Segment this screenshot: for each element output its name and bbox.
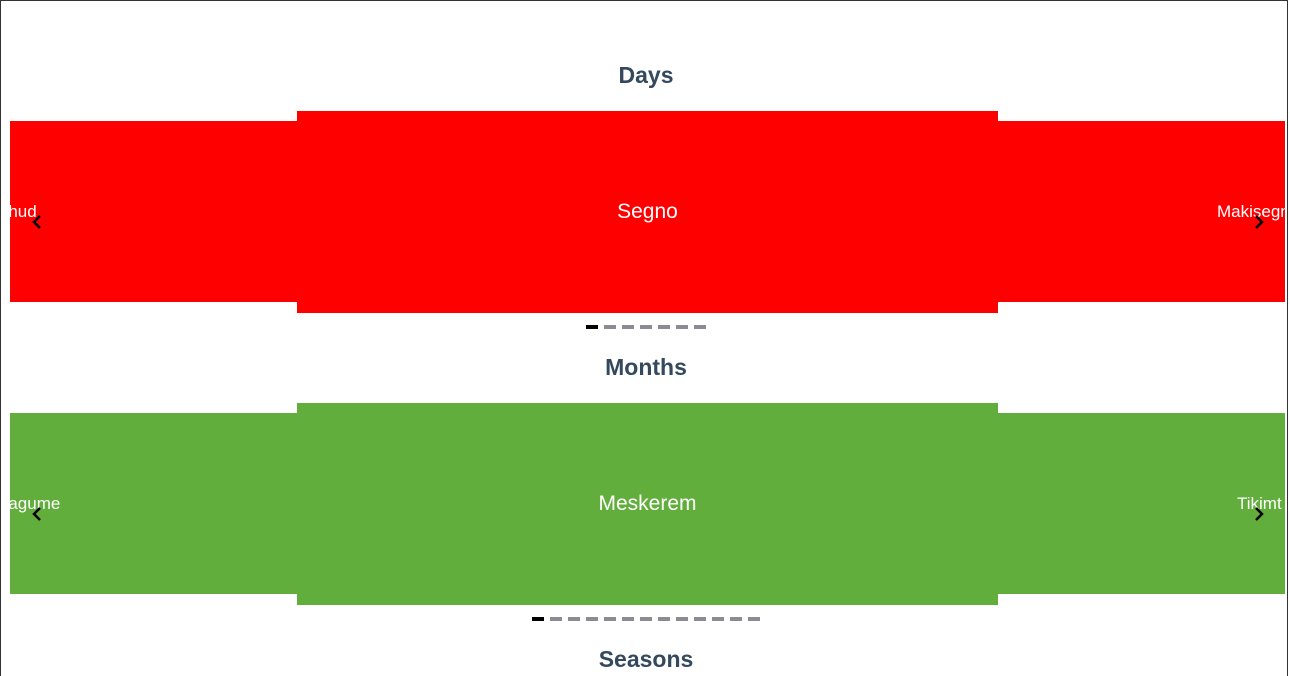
days-prev-button[interactable] <box>27 202 47 242</box>
months-pagination-dot[interactable] <box>676 617 688 621</box>
months-carousel: Pagume Tikimt Meskerem <box>10 403 1285 605</box>
months-pagination-dot[interactable] <box>712 617 724 621</box>
months-pagination-dot[interactable] <box>658 617 670 621</box>
days-next-button[interactable] <box>1249 202 1269 242</box>
months-title: Months <box>605 354 687 380</box>
days-current-slide-label: Segno <box>617 200 678 223</box>
days-pagination-dot[interactable] <box>604 325 616 329</box>
months-pagination-dot[interactable] <box>604 617 616 621</box>
months-prev-slide[interactable]: Pagume <box>10 413 300 594</box>
days-current-slide[interactable]: Segno <box>297 111 998 313</box>
days-pagination <box>1 325 1287 331</box>
days-pagination-dot[interactable] <box>586 325 598 329</box>
months-pagination-dot[interactable] <box>640 617 652 621</box>
months-pagination-dot[interactable] <box>586 617 598 621</box>
months-pagination <box>1 617 1287 623</box>
months-current-slide-label: Meskerem <box>598 492 697 515</box>
days-prev-slide[interactable]: Ehud <box>10 121 300 302</box>
days-next-slide-label: Makisegno <box>1217 202 1285 221</box>
days-next-slide[interactable]: Makisegno <box>995 121 1285 302</box>
months-pagination-dot[interactable] <box>532 617 544 621</box>
days-pagination-dot[interactable] <box>658 325 670 329</box>
chevron-right-icon <box>1255 215 1264 229</box>
months-pagination-dot[interactable] <box>694 617 706 621</box>
months-pagination-dot[interactable] <box>550 617 562 621</box>
seasons-title: Seasons <box>598 646 694 672</box>
days-title: Days <box>618 62 674 88</box>
days-prev-slide-label: Ehud <box>10 202 37 221</box>
days-pagination-dot[interactable] <box>676 325 688 329</box>
days-carousel: Ehud Makisegno Segno <box>10 111 1285 313</box>
days-pagination-dot[interactable] <box>622 325 634 329</box>
chevron-right-icon <box>1255 507 1264 521</box>
months-next-slide-label: Tikimt <box>1237 494 1282 513</box>
months-current-slide[interactable]: Meskerem <box>297 403 998 605</box>
chevron-left-icon <box>32 215 41 229</box>
months-pagination-dot[interactable] <box>568 617 580 621</box>
months-prev-slide-label: Pagume <box>10 494 61 513</box>
months-pagination-dot[interactable] <box>748 617 760 621</box>
months-next-button[interactable] <box>1249 494 1269 534</box>
months-pagination-dot[interactable] <box>622 617 634 621</box>
months-pagination-dot[interactable] <box>730 617 742 621</box>
chevron-left-icon <box>32 507 41 521</box>
days-pagination-dot[interactable] <box>640 325 652 329</box>
days-pagination-dot[interactable] <box>694 325 706 329</box>
months-prev-button[interactable] <box>27 494 47 534</box>
months-next-slide[interactable]: Tikimt <box>995 413 1285 594</box>
